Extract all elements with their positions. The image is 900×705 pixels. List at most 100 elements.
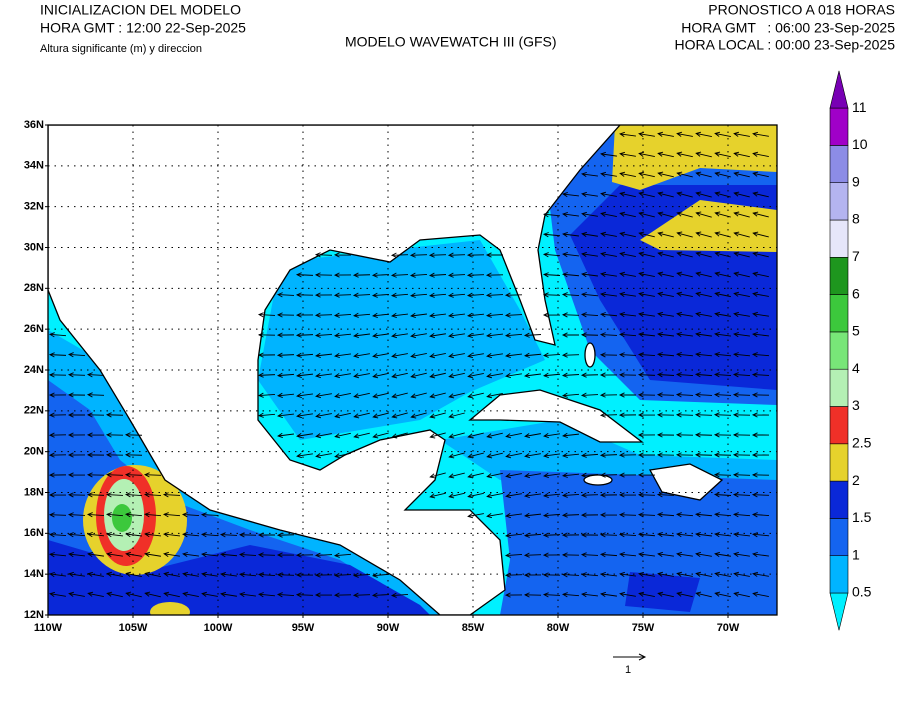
lat-label: 32N	[24, 201, 44, 213]
wave-arrow	[333, 552, 352, 558]
lat-label: 36N	[24, 119, 44, 131]
wave-arrow	[676, 571, 693, 577]
wave-arrow	[618, 412, 637, 418]
wave-arrow	[67, 392, 86, 398]
wave-arrow	[561, 312, 580, 318]
wave-arrow	[524, 433, 541, 439]
wave-arrow	[733, 532, 750, 538]
wave-arrow	[580, 452, 599, 458]
wave-arrow	[143, 492, 162, 498]
wave-arrow	[504, 312, 523, 318]
wave-arrow	[163, 571, 180, 577]
colorbar-label: 2.5	[852, 435, 872, 451]
wave-arrow	[296, 433, 313, 439]
wave-arrow	[619, 211, 636, 218]
wave-arrow	[48, 332, 67, 338]
wave-arrow	[410, 392, 427, 399]
wave-arrow	[676, 131, 693, 137]
wave-arrow	[581, 292, 599, 298]
wave-arrow	[561, 592, 580, 598]
colorbar-segment	[829, 182, 849, 221]
wave-arrow	[751, 352, 770, 358]
wave-arrow	[676, 591, 693, 598]
wave-arrow	[125, 571, 142, 577]
wave-arrow	[619, 311, 636, 318]
wave-arrow	[714, 311, 731, 317]
wave-arrow	[733, 311, 750, 317]
wave-arrow	[429, 432, 446, 439]
wave-arrow	[714, 531, 731, 538]
wave-arrow	[562, 472, 580, 478]
wave-arrow	[714, 131, 731, 137]
wave-arrow	[486, 432, 503, 439]
wave-arrow	[448, 372, 465, 379]
wave-arrow	[67, 432, 86, 438]
wave-arrow	[657, 291, 674, 297]
wave-arrow	[372, 392, 389, 399]
wave-arrow	[391, 333, 408, 339]
wave-arrow	[714, 251, 731, 258]
wave-arrow	[562, 191, 579, 198]
lon-label: 85W	[462, 622, 485, 634]
wave-arrow	[372, 412, 389, 419]
wave-arrow	[618, 392, 637, 398]
wave-arrow	[637, 512, 656, 518]
wave-arrow	[638, 211, 655, 218]
wave-arrow	[467, 392, 484, 399]
wave-arrow	[467, 492, 484, 499]
wave-arrow	[86, 512, 105, 518]
wave-arrow	[581, 231, 598, 237]
wave-arrow	[486, 513, 503, 519]
wave-arrow	[619, 271, 636, 277]
wave-arrow	[448, 412, 465, 419]
lat-label: 26N	[24, 323, 44, 335]
wave-arrow	[714, 211, 731, 218]
reference-arrow-label: 1	[625, 664, 631, 676]
wave-arrow	[619, 171, 636, 177]
wave-arrow	[372, 372, 389, 379]
wave-arrow	[333, 272, 352, 278]
wave-arrow	[618, 332, 637, 338]
wave-arrow	[713, 372, 732, 378]
wave-arrow	[581, 171, 598, 178]
wave-arrow	[504, 552, 523, 558]
wave-arrow	[561, 492, 580, 498]
wave-arrow	[523, 592, 542, 598]
lon-label: 90W	[377, 622, 400, 634]
wave-arrow	[657, 591, 674, 598]
wave-arrow	[561, 572, 580, 578]
wave-arrow	[505, 373, 522, 379]
wave-arrow	[295, 552, 314, 558]
wave-arrow	[543, 212, 561, 218]
wave-arrow	[87, 571, 104, 577]
wave-arrow	[638, 271, 655, 278]
wave-arrow	[201, 591, 218, 597]
wave-arrow	[276, 312, 295, 318]
wave-arrow	[752, 532, 770, 538]
wave-arrow	[504, 592, 523, 598]
wave-arrow	[87, 591, 104, 598]
colorbar-segment	[829, 480, 849, 519]
wave-arrow	[67, 372, 86, 378]
wave-arrow	[86, 372, 105, 378]
wave-arrow	[239, 572, 257, 578]
wave-arrow	[656, 492, 675, 498]
wave-arrow	[181, 512, 200, 518]
wave-arrow	[752, 251, 769, 258]
wave-arrow	[732, 372, 751, 378]
wave-arrow	[391, 392, 408, 399]
wave-arrow	[485, 272, 504, 278]
wave-arrow	[714, 352, 732, 358]
wave-arrow	[695, 591, 712, 598]
wave-arrow	[561, 392, 580, 398]
wave-arrow	[561, 292, 580, 298]
wave-arrow	[371, 592, 390, 598]
wave-arrow	[675, 452, 694, 458]
colorbar-label: 1	[852, 546, 860, 562]
wave-arrow	[447, 252, 466, 258]
wave-arrow	[600, 251, 617, 257]
header-right-line: PRONOSTICO A 018 HORAS	[708, 2, 895, 18]
wave-arrow	[714, 571, 731, 577]
wave-arrow	[656, 412, 675, 418]
wave-arrow	[562, 211, 579, 218]
